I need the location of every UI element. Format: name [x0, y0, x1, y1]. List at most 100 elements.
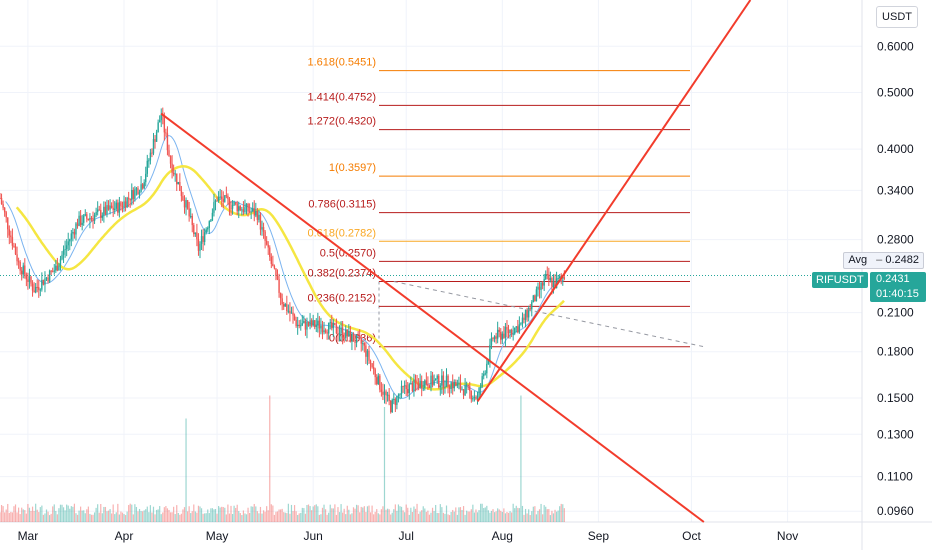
symbol-tag: RIFUSDT — [812, 272, 868, 288]
candle-body — [21, 270, 23, 275]
volume-bar — [269, 395, 271, 522]
candle-body — [521, 317, 524, 324]
volume-bar — [431, 507, 434, 522]
price-tick-label: 0.0960 — [877, 504, 914, 518]
candle-body — [189, 216, 192, 218]
candle-body — [199, 243, 201, 251]
volume-bar — [45, 509, 48, 522]
volume-bar — [124, 515, 127, 522]
volume-bar — [214, 508, 217, 522]
volume-bar — [447, 514, 449, 522]
volume-bar — [526, 513, 528, 522]
candle-body — [121, 206, 124, 208]
volume-bar — [81, 510, 83, 522]
candle-body — [275, 268, 277, 276]
candle-body — [69, 239, 71, 242]
volume-bar — [204, 513, 206, 522]
volume-bar — [250, 506, 252, 522]
candle-body — [224, 195, 226, 202]
candle-body — [289, 310, 291, 314]
candle-body — [279, 292, 282, 299]
volume-bar — [416, 503, 418, 522]
candle-body — [445, 375, 448, 388]
candle-body — [324, 330, 327, 333]
volume-bar — [208, 513, 210, 522]
candle-body — [236, 203, 238, 212]
price-tick-label: 0.1100 — [877, 470, 913, 484]
candle-body — [239, 206, 242, 211]
volume-bar — [55, 510, 57, 522]
volume-bar — [461, 510, 463, 522]
time-tick-label: Mar — [18, 529, 39, 543]
volume-bar — [323, 504, 325, 522]
volume-bar — [306, 504, 308, 522]
volume-bar — [104, 506, 107, 522]
volume-bar — [227, 504, 229, 522]
trendlines[interactable] — [160, 0, 752, 523]
fib-level-label: 1.272(0.4320) — [308, 116, 377, 128]
candle-body — [475, 396, 477, 400]
candle-body — [340, 327, 342, 333]
volume-bar — [509, 511, 511, 522]
candle-body — [514, 327, 516, 334]
volume-bar — [442, 512, 445, 522]
candle-body — [8, 229, 11, 236]
candle-body — [365, 345, 367, 357]
candle-body — [309, 320, 311, 326]
candle-body — [22, 265, 24, 275]
volume-bar — [287, 503, 289, 522]
volume-bar — [131, 504, 133, 522]
candle-body — [459, 382, 462, 390]
fib-level-label: 0.382(0.2374) — [308, 267, 377, 279]
candle-body — [515, 326, 517, 328]
volume-bar — [202, 513, 204, 522]
candle-body — [19, 262, 21, 271]
volume-bar — [275, 511, 277, 522]
candle-body — [450, 382, 452, 389]
volume-bar — [523, 514, 525, 522]
volume-bar — [538, 509, 541, 522]
candle-body — [558, 276, 561, 278]
candle-body — [287, 310, 290, 312]
candle-body — [372, 367, 375, 370]
candle-body — [78, 215, 80, 226]
volume-bar — [493, 512, 496, 522]
volume-bar — [548, 509, 550, 522]
volume-bar — [391, 512, 393, 522]
volume-bar — [417, 513, 420, 522]
candle-body — [317, 320, 319, 326]
volume-bar — [303, 508, 305, 522]
volume-bar — [286, 513, 288, 522]
volume-bar — [36, 509, 38, 522]
candle-body — [265, 240, 268, 245]
candle-body — [472, 397, 474, 400]
price-axis[interactable]: 0.6000 0.5000 0.4000 0.3400 0.2800 0.2100 0.18… — [877, 39, 914, 518]
volume-bar — [186, 511, 189, 522]
volume-bar — [535, 514, 538, 522]
volume-bar — [174, 514, 176, 522]
volume-bar — [394, 504, 396, 522]
candle-body — [230, 208, 232, 210]
candle-body — [442, 375, 445, 388]
candle-body — [252, 208, 254, 212]
volume-bar — [154, 514, 156, 522]
candle-body — [439, 385, 442, 388]
volume-bar — [439, 504, 441, 522]
candle-body — [11, 237, 14, 246]
volume-bar — [67, 505, 69, 522]
volume-bar — [540, 503, 542, 522]
candle-body — [149, 152, 152, 161]
volume-bar — [115, 512, 117, 522]
time-axis[interactable]: Mar Apr May Jun Jul Aug Sep Oct Nov — [18, 529, 799, 543]
candle-body — [436, 375, 438, 379]
fibonacci-extension[interactable]: 1.618(0.5451) 1.414(0.4752) 1.272(0.4320) 1… — [308, 57, 691, 348]
volume-bar — [360, 506, 362, 522]
candle-body — [96, 209, 99, 213]
candle-body — [411, 383, 414, 392]
currency-selector[interactable]: USDT — [876, 6, 918, 28]
volume-bar — [228, 513, 231, 522]
candle-body — [33, 290, 35, 293]
volume-bar — [7, 503, 9, 522]
volume-bar — [500, 510, 502, 522]
